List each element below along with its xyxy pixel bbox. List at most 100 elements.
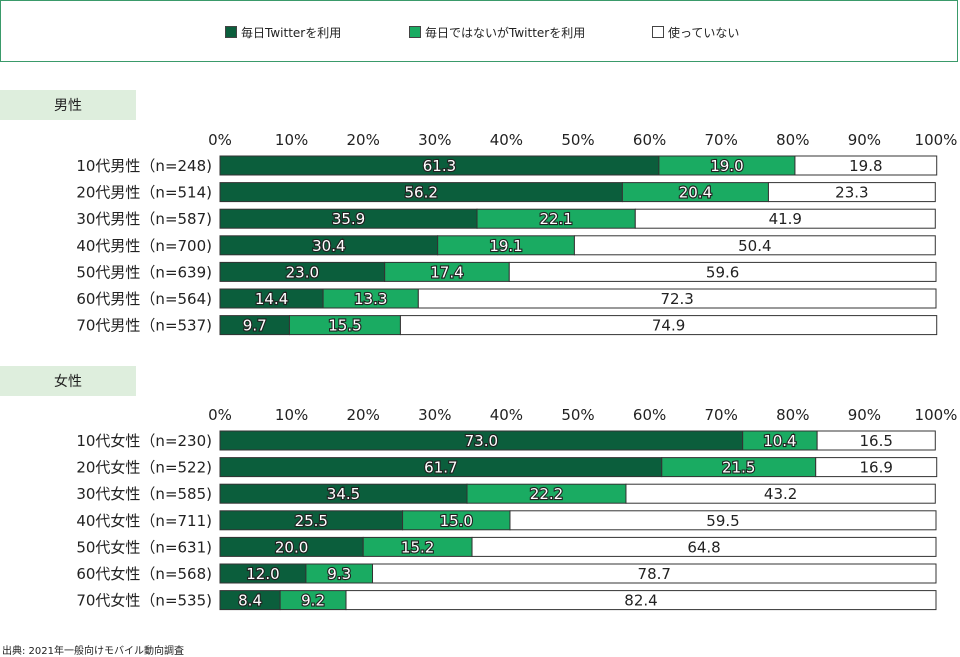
data-label: 73.0	[465, 432, 498, 450]
bar-segment	[815, 457, 938, 478]
data-label: 59.5	[706, 512, 739, 530]
bar-segment	[399, 315, 938, 336]
category-label: 20代男性（n=514)	[76, 184, 212, 202]
x-tick-label: 80%	[776, 131, 809, 149]
x-tick-label: 40%	[490, 406, 523, 424]
data-label: 19.1	[489, 237, 522, 255]
data-label: 23.3	[835, 184, 868, 202]
data-label: 15.2	[401, 538, 434, 556]
data-label: 61.3	[423, 157, 456, 175]
x-tick-label: 10%	[275, 131, 308, 149]
x-tick-label: 70%	[705, 131, 738, 149]
data-label: 20.4	[679, 184, 712, 202]
category-label: 30代女性（n=585)	[76, 485, 212, 503]
x-tick-label: 0%	[208, 131, 232, 149]
data-label: 25.5	[295, 512, 328, 530]
legend-label-not-used: 使っていない	[668, 25, 740, 40]
data-label: 16.5	[860, 432, 893, 450]
data-label: 82.4	[624, 592, 657, 610]
legend-swatch-daily	[225, 26, 237, 38]
source-note: 出典: 2021年一般向けモバイル動向調査	[2, 646, 184, 657]
section-label-bg	[0, 366, 136, 396]
category-label: 10代女性（n=230)	[76, 432, 212, 450]
x-tick-label: 60%	[633, 131, 666, 149]
bar-segment	[509, 510, 937, 531]
x-tick-label: 0%	[208, 406, 232, 424]
bar-segment	[794, 155, 938, 176]
data-label: 9.2	[301, 592, 325, 610]
category-label: 40代女性（n=711)	[76, 512, 212, 530]
x-tick-label: 90%	[848, 131, 881, 149]
data-label: 21.5	[722, 459, 755, 477]
legend-swatch-not-daily	[409, 26, 421, 38]
data-label: 13.3	[354, 290, 387, 308]
x-tick-label: 60%	[633, 406, 666, 424]
legend-label-not-daily: 毎日ではないがTwitterを利用	[425, 25, 586, 40]
category-label: 20代女性（n=522)	[76, 459, 212, 477]
category-label: 50代男性（n=639)	[76, 263, 212, 281]
data-label: 15.5	[328, 317, 361, 335]
legend-label-daily: 毎日Twitterを利用	[241, 25, 342, 40]
data-label: 22.2	[530, 485, 563, 503]
data-label: 30.4	[312, 237, 345, 255]
category-label: 40代男性（n=700)	[76, 237, 212, 255]
legend-item-not-daily: 毎日ではないがTwitterを利用	[409, 25, 586, 40]
category-label: 70代女性（n=535)	[76, 592, 212, 610]
legend-item-daily: 毎日Twitterを利用	[225, 25, 342, 40]
x-tick-label: 10%	[275, 406, 308, 424]
data-label: 56.2	[404, 184, 437, 202]
x-tick-label: 30%	[418, 406, 451, 424]
x-tick-label: 20%	[347, 406, 380, 424]
bar-segment	[625, 483, 936, 504]
section-label: 女性	[54, 373, 82, 390]
category-label: 70代男性（n=537)	[76, 317, 212, 335]
x-tick-label: 90%	[848, 406, 881, 424]
bar-segment	[508, 261, 937, 282]
data-label: 20.0	[275, 538, 308, 556]
legend-swatch-not-used	[652, 26, 664, 38]
bar-segment	[417, 288, 937, 309]
data-label: 8.4	[238, 592, 262, 610]
x-tick-label: 30%	[418, 131, 451, 149]
chart-legend: 毎日Twitterを利用 毎日ではないがTwitterを利用 使っていない	[0, 0, 958, 62]
data-label: 72.3	[660, 290, 693, 308]
x-tick-label: 100%	[915, 406, 958, 424]
data-label: 59.6	[706, 263, 739, 281]
data-label: 12.0	[246, 565, 279, 583]
data-label: 14.4	[255, 290, 288, 308]
bar-segment	[767, 182, 936, 203]
bar-segment	[573, 235, 936, 256]
category-label: 10代男性（n=248)	[76, 157, 212, 175]
data-label: 15.0	[440, 512, 473, 530]
data-label: 74.9	[652, 317, 685, 335]
data-label: 9.3	[327, 565, 351, 583]
legend-item-not-used: 使っていない	[652, 25, 740, 40]
data-label: 23.0	[286, 263, 319, 281]
category-label: 60代男性（n=564)	[76, 290, 212, 308]
bar-segment	[345, 590, 937, 611]
data-label: 34.5	[327, 485, 360, 503]
data-label: 9.7	[243, 317, 267, 335]
data-label: 64.8	[687, 538, 720, 556]
x-tick-label: 80%	[776, 406, 809, 424]
bar-segment	[372, 563, 937, 584]
category-label: 30代男性（n=587)	[76, 210, 212, 228]
bar-segment	[634, 208, 936, 229]
data-label: 19.0	[710, 157, 743, 175]
bar-segment	[816, 430, 936, 451]
category-label: 50代女性（n=631)	[76, 538, 212, 556]
x-tick-label: 20%	[347, 131, 380, 149]
data-label: 17.4	[430, 263, 463, 281]
data-label: 41.9	[769, 210, 802, 228]
data-label: 43.2	[764, 485, 797, 503]
data-label: 61.7	[424, 459, 457, 477]
section-label-bg	[0, 90, 136, 120]
data-label: 50.4	[738, 237, 771, 255]
category-label: 60代女性（n=568)	[76, 565, 212, 583]
data-label: 22.1	[539, 210, 572, 228]
data-label: 78.7	[638, 565, 671, 583]
data-label: 35.9	[332, 210, 365, 228]
x-tick-label: 70%	[705, 406, 738, 424]
x-tick-label: 50%	[561, 406, 594, 424]
